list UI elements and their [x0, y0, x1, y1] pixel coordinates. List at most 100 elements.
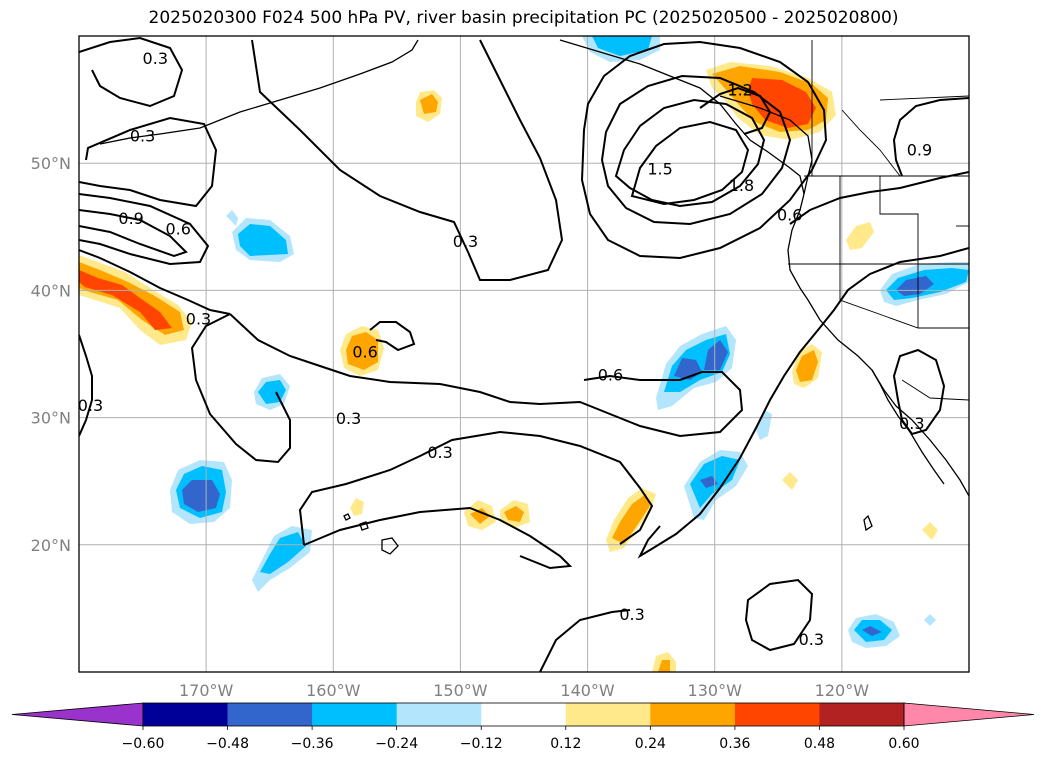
- colorbar-segment: [481, 703, 567, 726]
- precip-blob-positive: [420, 94, 438, 114]
- lon-tick-label: 140°W: [560, 681, 615, 700]
- precip-blob-positive: [748, 78, 816, 128]
- pv-contour-label: 0.3: [143, 49, 168, 68]
- island: [863, 514, 873, 532]
- pv-contour-label: 0.3: [799, 630, 824, 649]
- precip-blob-negative: [896, 276, 934, 296]
- pv-contour: [539, 609, 631, 672]
- pv-contour: [79, 193, 210, 266]
- map-frame: [78, 35, 970, 673]
- precip-blob-positive: [350, 498, 364, 516]
- pv-contour: [79, 249, 231, 315]
- pv-contour-label: 0.9: [118, 209, 143, 228]
- pv-contour: [637, 247, 969, 559]
- colorbar-tick-label: −0.24: [375, 736, 418, 752]
- border-bc-alberta: [841, 109, 901, 177]
- precip-blob-negative: [260, 532, 306, 574]
- colorbar-extend-max: [903, 702, 1035, 727]
- pv-contour: [580, 40, 828, 260]
- colorbar-segment: [650, 703, 736, 726]
- lat-tick-label: 50°N: [31, 154, 71, 173]
- colorbar-tick-label: 0.60: [888, 736, 919, 752]
- hawaii-island: [381, 537, 399, 555]
- colorbar-segment: [734, 703, 820, 726]
- border-alberta: [879, 95, 969, 101]
- chart-title: 2025020300 F024 500 hPa PV, river basin …: [148, 8, 899, 28]
- precip-blob-negative: [704, 340, 728, 370]
- precip-blob-negative: [924, 614, 936, 626]
- pv-contour: [79, 116, 218, 208]
- pv-contour-label: 0.6: [777, 205, 802, 224]
- lon-tick-label: 170°W: [179, 681, 234, 700]
- pv-contour: [699, 86, 772, 135]
- coastline-alaska-peninsula: [559, 39, 805, 195]
- lat-ticks: 20°N 30°N 40°N 50°N: [31, 154, 71, 555]
- precip-blob-negative: [226, 210, 238, 226]
- pv-contour-label: 0.6: [165, 219, 190, 238]
- pv-contour: [229, 313, 744, 438]
- precip-blob-positive: [782, 472, 798, 490]
- pv-contour-label: 0.3: [899, 414, 924, 433]
- precip-blob-positive: [470, 508, 490, 524]
- pv-contour: [79, 36, 184, 108]
- pv-contour: [79, 334, 93, 437]
- pv-contour-label: 0.6: [352, 343, 377, 362]
- precip-blob-positive: [658, 660, 670, 672]
- precip-blob-positive: [79, 270, 172, 330]
- colorbar-frame: [142, 702, 905, 727]
- colorbar-segment: [312, 703, 398, 726]
- lat-tick-label: 30°N: [31, 409, 71, 428]
- lon-tick-label: 150°W: [433, 681, 488, 700]
- colorbar-tick-label: 0.24: [635, 736, 666, 752]
- border-us-mexico: [901, 379, 969, 401]
- pv-contour: [600, 74, 792, 226]
- colorbar-tick-label: 0.36: [719, 736, 750, 752]
- colorbar-segment: [143, 703, 229, 726]
- colorbar-segment: [819, 703, 905, 726]
- lat-tick-label: 20°N: [31, 536, 71, 555]
- precip-blob-positive: [796, 350, 818, 382]
- pv-contour: [190, 313, 291, 464]
- pv-contour: [892, 97, 969, 177]
- pv-contour-label: 0.3: [130, 126, 155, 145]
- precip-blob-positive: [846, 222, 874, 250]
- coastline-aleutians: [99, 39, 419, 145]
- pv-contour: [614, 98, 766, 208]
- precip-blob-positive: [612, 494, 650, 544]
- colorbar-extend-min: [11, 702, 144, 727]
- pv-contour-label: 0.3: [619, 605, 644, 624]
- pv-contour-label: 1.8: [729, 176, 754, 195]
- colorbar-segment: [565, 703, 651, 726]
- pv-contour-label: 0.3: [336, 409, 361, 428]
- borders: [788, 40, 969, 401]
- precip-blob-negative: [862, 626, 882, 636]
- pv-contour-label: 0.6: [598, 366, 623, 385]
- colorbar-tick-label: −0.60: [122, 736, 165, 752]
- precip-blob-negative: [182, 480, 220, 512]
- precip-blob-negative: [592, 36, 652, 56]
- colorbar-segment: [396, 703, 482, 726]
- pv-contour-labels: 0.3 0.3 0.9 0.6 0.3 0.3 0.3 0.6 0.3 0.3 0.6 0.3 0.3 1…: [78, 49, 932, 649]
- gridlines: [79, 36, 969, 672]
- pv-contour-label: 0.3: [453, 232, 478, 251]
- lon-ticks: 170°W 160°W 150°W 140°W 130°W 120°W: [179, 681, 869, 700]
- precip-blob-negative: [238, 224, 288, 256]
- pv-contour-label: 0.3: [427, 443, 452, 462]
- coastline-west-coast: [787, 193, 969, 497]
- pv-contour-label: 1.5: [647, 160, 672, 179]
- colorbar-tick-label: −0.12: [460, 736, 503, 752]
- pv-contour-label: 0.9: [907, 140, 932, 159]
- pv-contour: [744, 578, 814, 652]
- pv-contour-label: 1.2: [727, 81, 752, 100]
- colorbar-segment: [227, 703, 313, 726]
- hawaii-island: [359, 521, 369, 531]
- pv-contour: [251, 39, 564, 281]
- pv-contour: [303, 506, 573, 570]
- precip-blob-positive: [922, 522, 938, 540]
- hawaii-island: [343, 513, 351, 521]
- pv-contour: [369, 321, 416, 352]
- pv-contour-label: 0.3: [78, 396, 103, 415]
- border-states: [839, 176, 969, 329]
- precip-blob-negative: [700, 476, 718, 488]
